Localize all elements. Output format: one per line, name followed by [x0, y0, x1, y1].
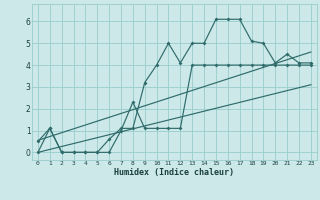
X-axis label: Humidex (Indice chaleur): Humidex (Indice chaleur) [115, 168, 234, 177]
